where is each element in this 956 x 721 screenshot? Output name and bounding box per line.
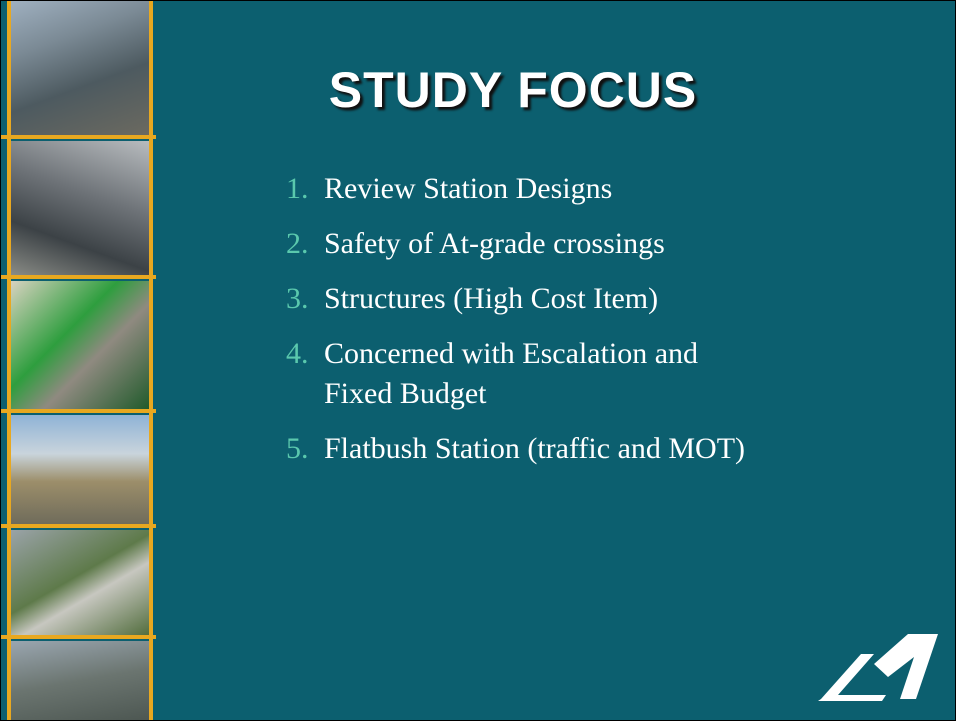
- gold-rule: [1, 409, 156, 413]
- item-list: 1. Review Station Designs 2. Safety of At-g…: [286, 169, 906, 484]
- item-text: Review Station Designs: [324, 169, 906, 209]
- item-text: Concerned with Escalation and: [324, 334, 906, 374]
- gold-rule: [149, 1, 153, 720]
- gold-rule: [1, 275, 156, 279]
- slide: STUDY FOCUS 1. Review Station Designs 2. Sa…: [0, 0, 956, 721]
- item-text: Safety of At-grade crossings: [324, 224, 906, 264]
- photo: [11, 530, 149, 637]
- item-number: 1.: [286, 169, 309, 209]
- logo: [816, 629, 941, 704]
- gold-rule: [1, 524, 156, 528]
- gold-rule: [7, 1, 11, 720]
- list-item: 2. Safety of At-grade crossings: [286, 224, 906, 264]
- list-item: 1. Review Station Designs: [286, 169, 906, 209]
- photo: [11, 281, 149, 411]
- item-number: 5.: [286, 429, 309, 469]
- item-text: Structures (High Cost Item): [324, 279, 906, 319]
- photo: [11, 415, 149, 526]
- photo: [11, 141, 149, 277]
- gold-rule: [1, 135, 156, 139]
- photo: [11, 641, 149, 720]
- slide-title: STUDY FOCUS: [271, 61, 755, 119]
- item-text: Flatbush Station (traffic and MOT): [324, 429, 906, 469]
- item-number: 4.: [286, 334, 309, 374]
- gold-rule: [1, 635, 156, 639]
- photo-strip: [1, 1, 156, 720]
- item-number: 2.: [286, 224, 309, 264]
- photo: [11, 1, 149, 137]
- list-item: 5. Flatbush Station (traffic and MOT): [286, 429, 906, 469]
- item-text: Fixed Budget: [324, 374, 906, 414]
- item-number: 3.: [286, 279, 309, 319]
- list-item: 3. Structures (High Cost Item): [286, 279, 906, 319]
